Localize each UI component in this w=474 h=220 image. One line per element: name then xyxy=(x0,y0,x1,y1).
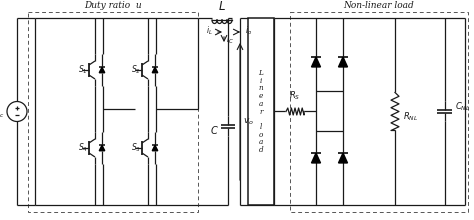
Polygon shape xyxy=(311,153,320,163)
Text: $v_o$: $v_o$ xyxy=(243,116,254,127)
Text: $R_S$: $R_S$ xyxy=(289,89,301,101)
Text: $C_{NL}$: $C_{NL}$ xyxy=(455,100,470,113)
Polygon shape xyxy=(311,57,320,67)
Polygon shape xyxy=(338,153,347,163)
Text: $C$: $C$ xyxy=(210,123,219,136)
Text: $S_4$: $S_4$ xyxy=(78,142,88,154)
Text: L
i
n
e
a
r
 
l
o
a
d: L i n e a r l o a d xyxy=(258,69,264,154)
Text: $i_C$: $i_C$ xyxy=(226,34,234,46)
Text: $R_{NL}$: $R_{NL}$ xyxy=(403,110,418,123)
Text: $S_1$: $S_1$ xyxy=(78,64,88,76)
Text: $V_{dc}$: $V_{dc}$ xyxy=(0,107,5,120)
Text: Non-linear load: Non-linear load xyxy=(344,1,414,10)
Bar xyxy=(28,12,198,212)
Bar xyxy=(248,18,274,205)
Text: $i_L$: $i_L$ xyxy=(206,25,213,37)
Text: $S_3$: $S_3$ xyxy=(131,142,141,154)
Polygon shape xyxy=(152,145,158,151)
Polygon shape xyxy=(338,57,347,67)
Polygon shape xyxy=(152,67,158,73)
Text: $i_o$: $i_o$ xyxy=(245,25,252,37)
Polygon shape xyxy=(99,67,105,73)
Text: $L$: $L$ xyxy=(218,0,226,13)
Text: Duty ratio  u: Duty ratio u xyxy=(84,1,142,10)
Bar xyxy=(290,12,468,212)
Text: $S_2$: $S_2$ xyxy=(131,64,141,76)
Polygon shape xyxy=(99,145,105,151)
